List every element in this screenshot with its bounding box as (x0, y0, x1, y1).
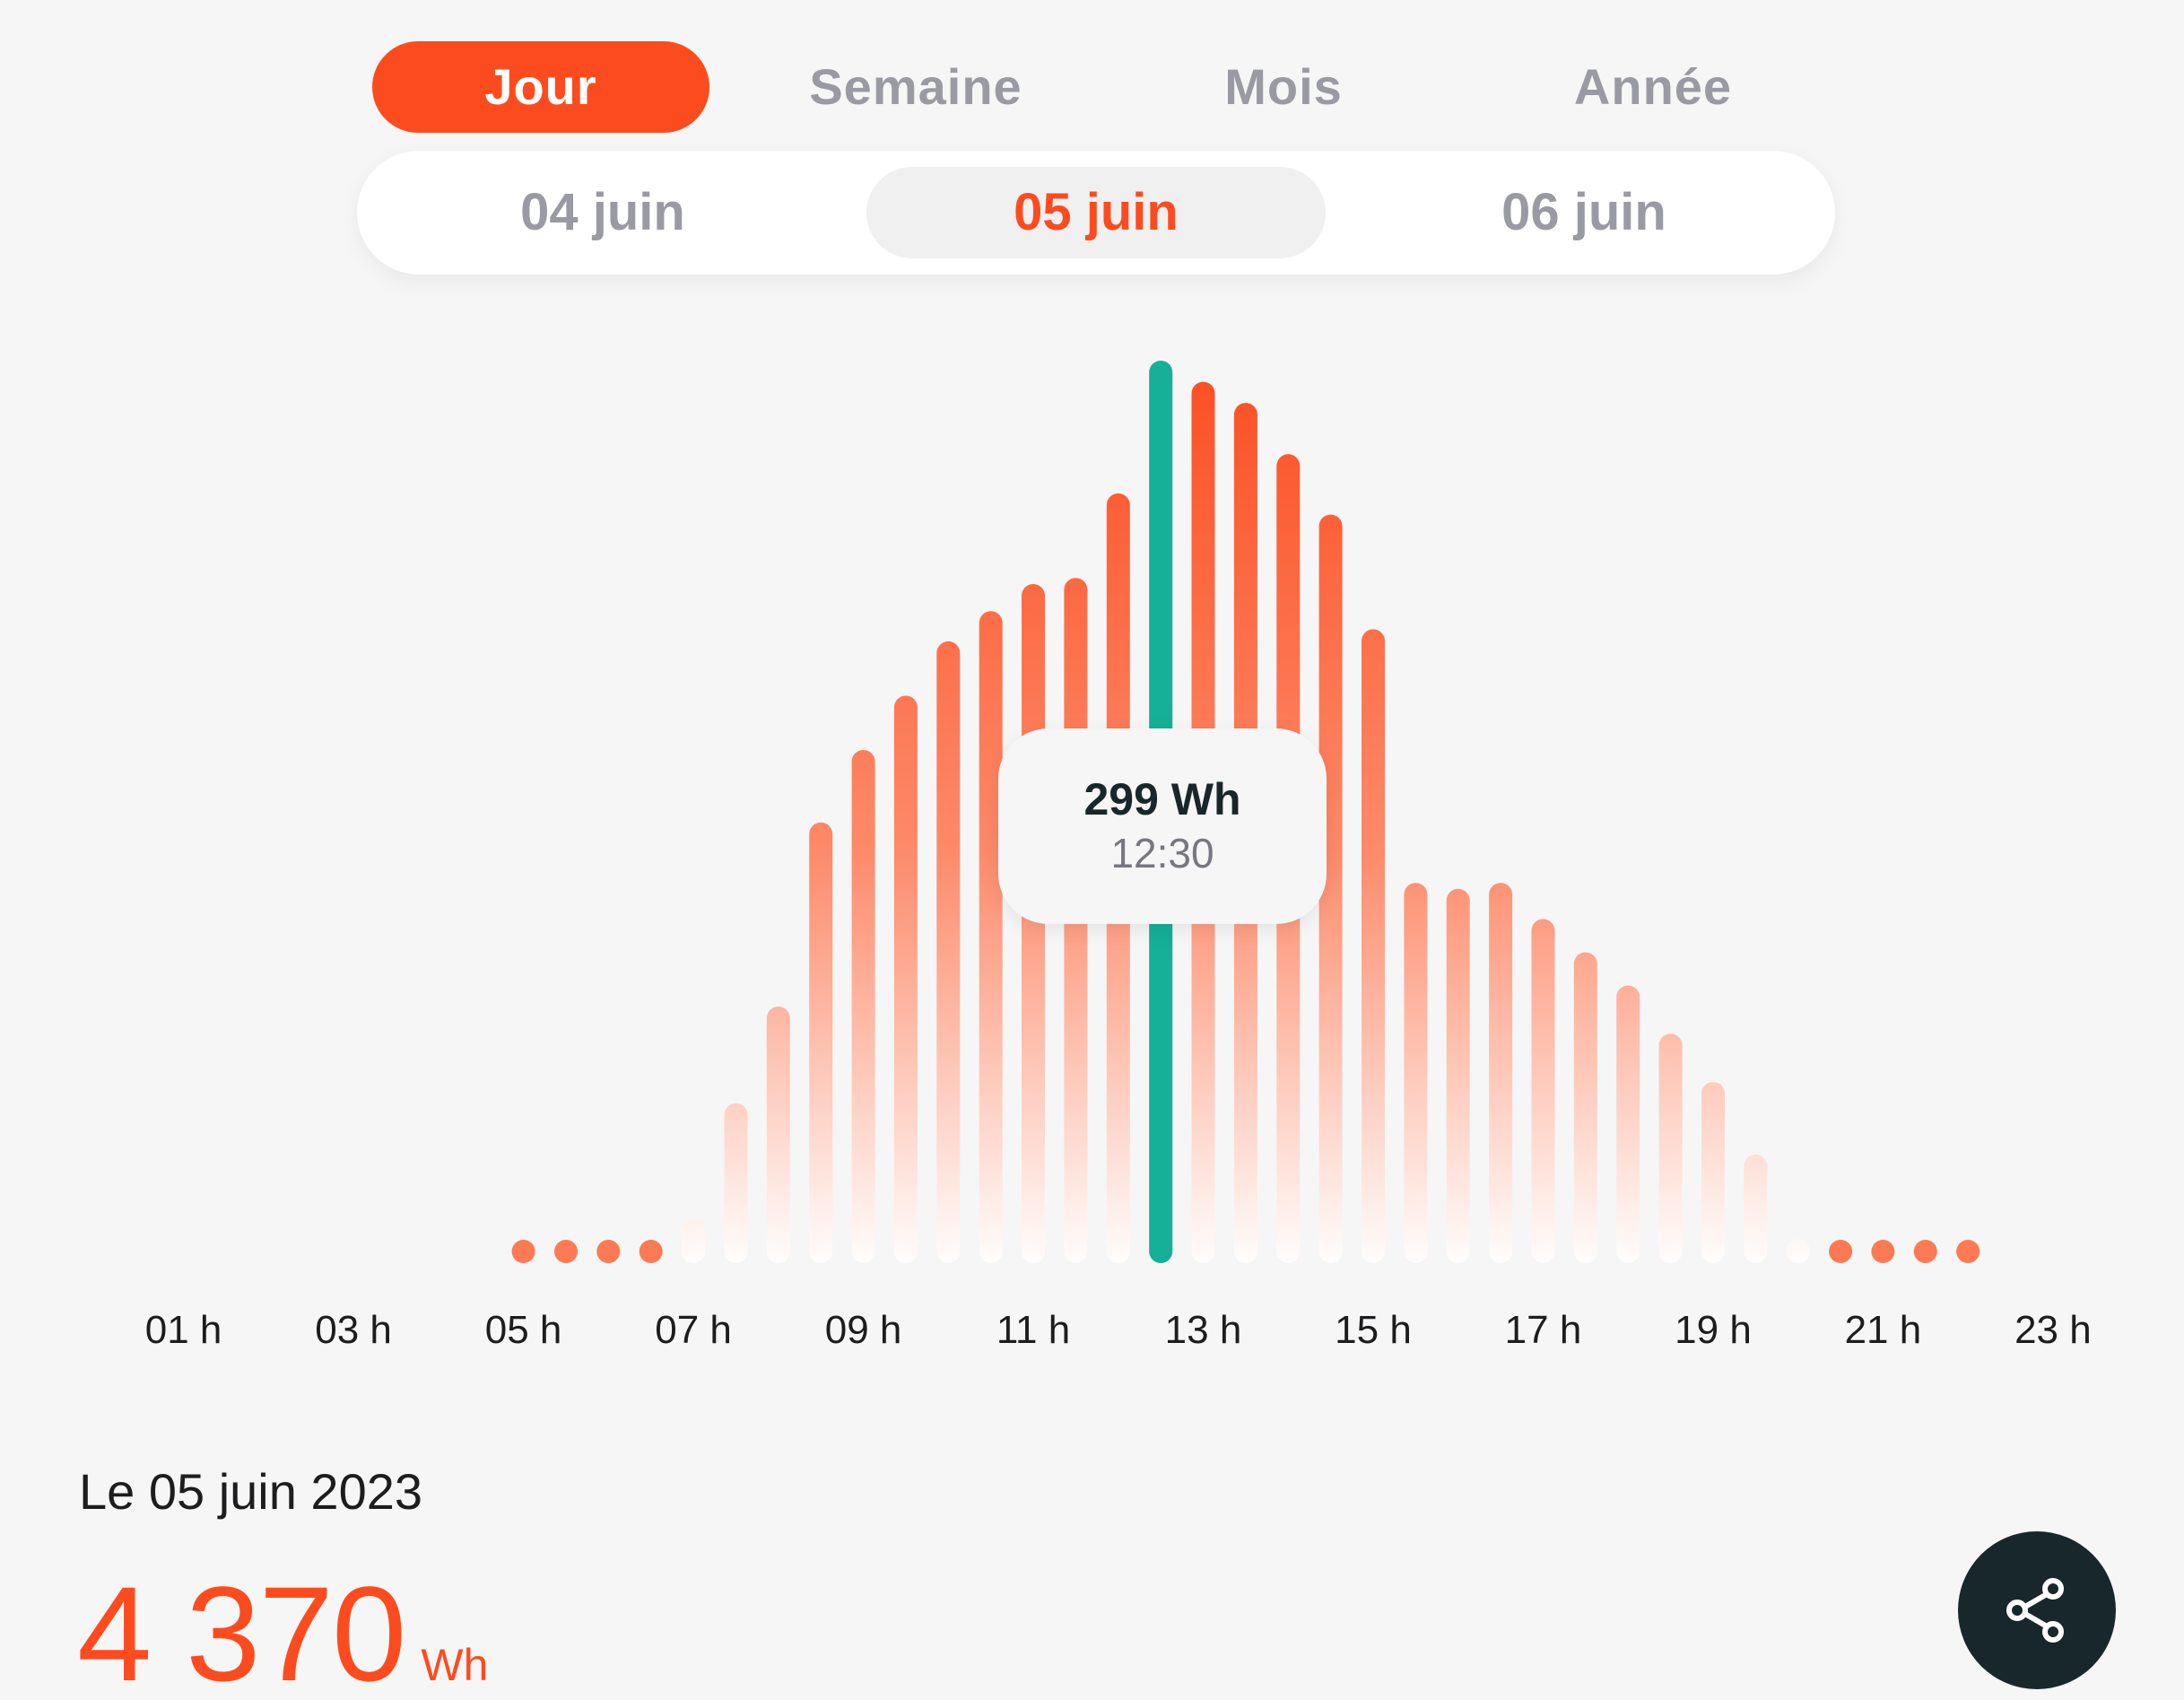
bar[interactable] (1404, 883, 1428, 1263)
x-tick-label: 21 h (1845, 1308, 1922, 1352)
bar[interactable] (511, 1240, 535, 1263)
date-selector: 04 juin 05 juin 06 juin (357, 151, 1835, 275)
bar[interactable] (893, 695, 918, 1264)
bar[interactable] (1616, 985, 1640, 1264)
date-current[interactable]: 05 juin (866, 167, 1326, 258)
summary-date: Le 05 juin 2023 (79, 1463, 423, 1520)
bar[interactable] (766, 1007, 790, 1263)
x-tick-label: 07 h (655, 1308, 732, 1352)
x-tick-label: 03 h (315, 1308, 392, 1352)
bar[interactable] (682, 1217, 706, 1264)
bar[interactable] (1318, 514, 1343, 1263)
bar[interactable] (554, 1240, 578, 1263)
bar[interactable] (1573, 952, 1597, 1264)
tooltip-value: 299 Wh (1083, 774, 1241, 824)
x-tick-label: 05 h (485, 1308, 562, 1352)
bar[interactable] (1744, 1154, 1768, 1263)
x-tick-label: 19 h (1675, 1308, 1752, 1352)
bar[interactable] (1786, 1239, 1810, 1263)
summary-total: 4 370 Wh (77, 1556, 489, 1700)
bar[interactable] (979, 611, 1003, 1263)
bar[interactable] (1871, 1240, 1895, 1263)
date-previous[interactable]: 04 juin (520, 183, 685, 241)
bar[interactable] (1956, 1240, 1980, 1263)
tooltip-time: 12:30 (1110, 830, 1214, 876)
bar[interactable] (639, 1240, 663, 1263)
bar[interactable] (724, 1103, 748, 1263)
bar[interactable] (936, 641, 961, 1263)
total-unit: Wh (421, 1640, 489, 1690)
bar[interactable] (809, 822, 833, 1263)
x-tick-label: 13 h (1165, 1308, 1242, 1352)
x-tick-label: 01 h (145, 1308, 222, 1352)
bar[interactable] (1658, 1033, 1683, 1263)
share-icon (2006, 1578, 2064, 1643)
production-bar-chart[interactable]: 01 h 03 h 05 h 07 h 09 h 11 h 13 h 15 h 17 h 19 h… (0, 332, 2184, 1391)
bar[interactable] (1701, 1082, 1725, 1263)
chart-tooltip: 299 Wh 12:30 (998, 728, 1327, 924)
tab-mois[interactable]: Mois (1224, 58, 1343, 115)
tab-annee[interactable]: Année (1573, 58, 1733, 115)
x-tick-label: 11 h (996, 1308, 1070, 1352)
x-tick-label: 17 h (1505, 1308, 1582, 1352)
period-tabs: Jour Semaine Mois Année (372, 41, 1861, 133)
bar[interactable] (596, 1240, 621, 1263)
bar[interactable] (851, 750, 875, 1263)
x-tick-label: 09 h (825, 1308, 902, 1352)
bar[interactable] (1913, 1240, 1937, 1263)
share-button[interactable] (1958, 1531, 2116, 1689)
bar[interactable] (1829, 1240, 1853, 1263)
bar[interactable] (1531, 919, 1555, 1263)
bar[interactable] (1489, 883, 1513, 1263)
x-tick-label: 15 h (1335, 1308, 1412, 1352)
tab-jour[interactable]: Jour (372, 41, 709, 133)
tab-semaine[interactable]: Semaine (809, 58, 1022, 115)
total-value: 4 370 (77, 1558, 406, 1700)
date-next[interactable]: 06 juin (1501, 183, 1666, 241)
x-tick-label: 23 h (2014, 1308, 2092, 1352)
bar[interactable] (1362, 629, 1385, 1263)
bar[interactable] (1446, 888, 1470, 1263)
